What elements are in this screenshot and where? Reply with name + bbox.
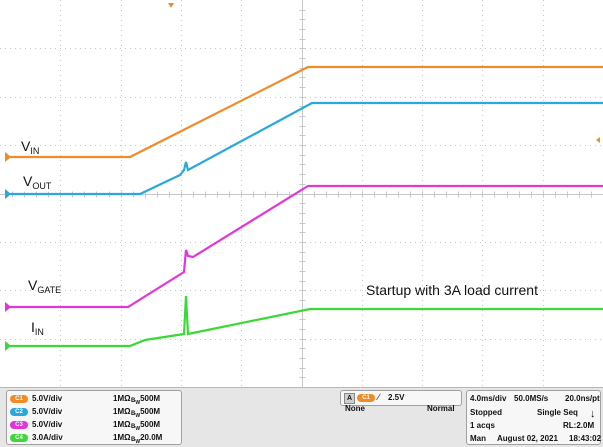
- trigger-level-marker: [596, 137, 600, 143]
- resolution: 20.0ns/pt: [565, 394, 600, 403]
- trigger-settings-box[interactable]: A C1 ∕ 2.5V None Normal: [340, 390, 462, 413]
- channel-bandwidth: BW500M: [131, 394, 161, 407]
- user-mode: Man: [470, 434, 486, 443]
- channel-impedance: 1MΩ: [113, 407, 131, 416]
- vout-label: VOUT: [23, 173, 52, 191]
- channel-badge-c1: C1: [10, 395, 28, 403]
- channel-scale: 5.0V/div: [32, 394, 63, 403]
- channel-badge-c4: C4: [10, 434, 28, 442]
- channel-bandwidth: BW500M: [131, 420, 161, 433]
- timebase: 4.0ms/div: [470, 394, 507, 403]
- vout-trace: [10, 101, 603, 196]
- trigger-mode: Normal: [427, 404, 455, 413]
- down-arrow-icon: ↓: [590, 408, 596, 420]
- channel-scale: 3.0A/div: [32, 433, 63, 442]
- trigger-position-marker: [168, 3, 174, 8]
- status-panel: C1 5.0V/div 1MΩ BW500M C2 5.0V/div 1MΩ B…: [0, 387, 603, 447]
- horizontal-settings-box[interactable]: 4.0ms/div 50.0MS/s 20.0ns/pt Stopped Sin…: [466, 390, 601, 445]
- ch3-ground-marker: [5, 302, 11, 312]
- channel-scale: 5.0V/div: [32, 420, 63, 429]
- channel-impedance: 1MΩ: [113, 394, 131, 403]
- channel-scale: 5.0V/div: [32, 407, 63, 416]
- channel-row-c2[interactable]: C2 5.0V/div 1MΩ BW500M: [10, 406, 180, 420]
- acquisition-state: Stopped: [470, 408, 502, 417]
- bandwidth-icon: BW: [131, 437, 141, 446]
- channel-impedance: 1MΩ: [113, 433, 131, 442]
- vgate-label: VGATE: [28, 277, 61, 295]
- ch2-ground-marker: [5, 189, 11, 199]
- trigger-source-badge: A: [344, 393, 355, 404]
- acquisition-count: 1 acqs: [470, 421, 495, 430]
- channel-settings-box: C1 5.0V/div 1MΩ BW500M C2 5.0V/div 1MΩ B…: [6, 390, 182, 445]
- sequence-mode: Single Seq: [537, 408, 578, 417]
- ch4-ground-marker: [5, 341, 11, 351]
- vgate-trace: [10, 184, 603, 309]
- bandwidth-icon: BW: [131, 398, 141, 407]
- waveform-display: VIN VOUT VGATE IIN Startup with 3A load …: [0, 0, 603, 387]
- iin-label: IIN: [31, 319, 44, 337]
- channel-badge-c2: C2: [10, 408, 28, 416]
- channel-impedance: 1MΩ: [113, 420, 131, 429]
- ch1-ground-marker: [5, 152, 11, 162]
- capture-date: August 02, 2021: [497, 434, 558, 443]
- annotation-text: Startup with 3A load current: [366, 282, 538, 298]
- channel-bandwidth: BW20.0M: [131, 433, 163, 446]
- bandwidth-icon: BW: [131, 424, 141, 433]
- channel-bandwidth: BW500M: [131, 407, 161, 420]
- iin-trace: [10, 295, 603, 348]
- channel-row-c3[interactable]: C3 5.0V/div 1MΩ BW500M: [10, 419, 180, 433]
- trigger-level: 2.5V: [388, 393, 405, 402]
- bandwidth-icon: BW: [131, 411, 141, 420]
- channel-row-c4[interactable]: C4 3.0A/div 1MΩ BW20.0M: [10, 432, 180, 446]
- vin-label: VIN: [21, 138, 39, 156]
- vin-trace: [10, 65, 603, 159]
- channel-row-c1[interactable]: C1 5.0V/div 1MΩ BW500M: [10, 393, 180, 407]
- sample-rate: 50.0MS/s: [514, 394, 549, 403]
- trigger-type: None: [345, 404, 365, 413]
- trigger-channel-badge: C1: [357, 394, 375, 402]
- channel-badge-c3: C3: [10, 421, 28, 429]
- rising-edge-icon: ∕: [378, 392, 380, 402]
- waveform-plot: VIN VOUT VGATE IIN Startup with 3A load …: [0, 0, 603, 387]
- capture-time: 18:43:02: [569, 434, 602, 443]
- record-length: RL:2.0M: [563, 421, 595, 430]
